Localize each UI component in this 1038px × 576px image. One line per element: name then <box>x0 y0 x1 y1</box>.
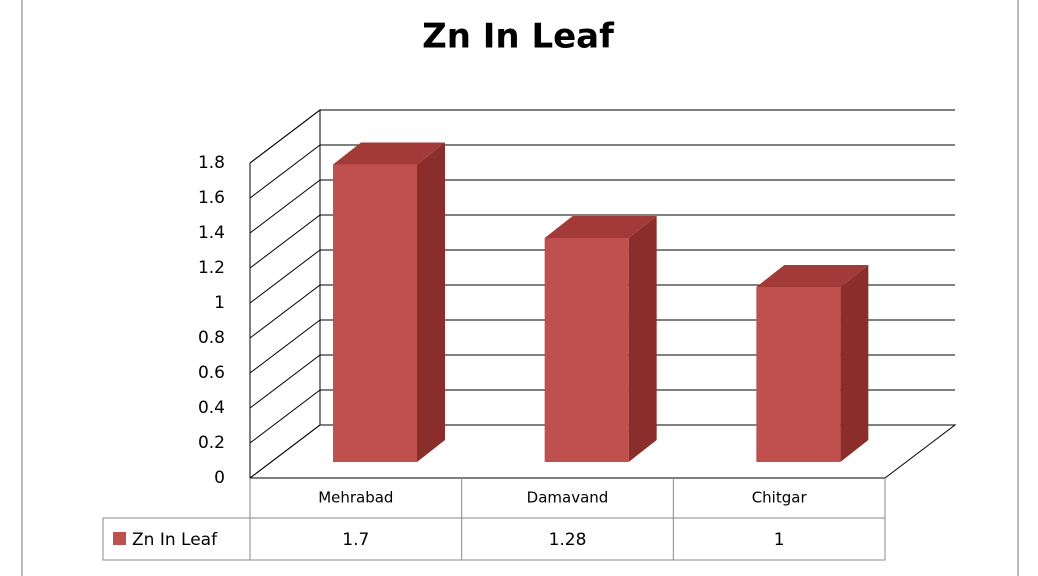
table-value: 1 <box>774 530 785 550</box>
y-tick-label: 1.8 <box>198 153 225 173</box>
bar <box>333 164 417 462</box>
table-border <box>102 518 250 561</box>
chart-title: Zn In Leaf <box>422 17 615 57</box>
y-tick-label: 1.6 <box>198 188 225 208</box>
y-tick-label: 0.6 <box>198 363 225 383</box>
table-value: 1.7 <box>342 530 369 550</box>
grid-line <box>249 179 955 234</box>
y-tick-label: 0.2 <box>198 433 225 453</box>
bar-side <box>840 265 869 462</box>
y-tick-label: 0.4 <box>198 398 225 418</box>
grid-line <box>249 214 955 269</box>
bar-side <box>628 216 657 462</box>
legend-key <box>113 532 126 545</box>
grid-line <box>249 389 955 444</box>
bar-top <box>756 265 869 287</box>
y-tick-label: 1 <box>214 293 225 313</box>
y-tick-label: 1.2 <box>198 258 225 278</box>
y-tick-label: 0.8 <box>198 328 225 348</box>
table-border <box>249 478 886 561</box>
grid-line <box>249 424 955 479</box>
legend-label: Zn In Leaf <box>132 530 218 550</box>
bar-side <box>417 142 445 462</box>
bar-top <box>333 142 445 165</box>
grid-line <box>249 144 955 199</box>
table-value: 1.28 <box>549 530 587 550</box>
grid-line <box>249 109 955 164</box>
x-tick-label: Mehrabad <box>318 489 393 507</box>
grid-line <box>249 319 955 374</box>
bar-top <box>544 216 657 238</box>
x-tick-label: Damavand <box>527 489 609 507</box>
x-tick-label: Chitgar <box>752 489 808 507</box>
grid-line <box>249 354 955 409</box>
chart-frame <box>21 0 1019 576</box>
y-tick-label: 1.4 <box>198 223 225 243</box>
y-tick-label: 0 <box>214 468 225 488</box>
bar <box>544 238 629 462</box>
bar <box>756 287 841 462</box>
grid-line <box>249 284 955 339</box>
grid-line <box>249 249 955 304</box>
